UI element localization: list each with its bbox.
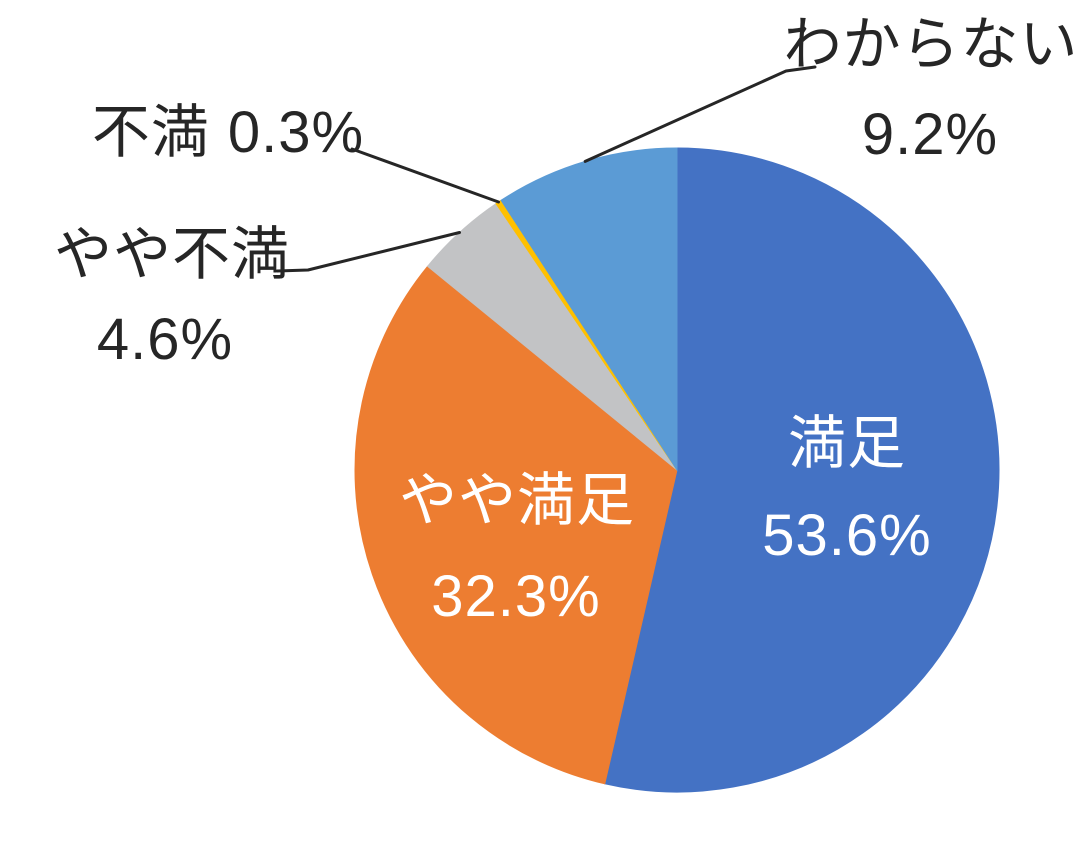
- label-satisfied-percent: 53.6%: [762, 503, 932, 568]
- label-dissatisfied: 不満 0.3%: [92, 104, 364, 162]
- pie-slices-group: [354, 147, 1000, 793]
- label-dontknow-percent: 9.2%: [861, 102, 999, 167]
- label-somewhat-dissatisfied-percent: 4.6%: [96, 307, 234, 372]
- label-somewhat-satisfied-percent: 32.3%: [431, 564, 601, 629]
- label-dissatisfied-name: 不満: [91, 100, 210, 165]
- leader-lines-group: [275, 65, 817, 273]
- label-dontknow-name: わからない: [783, 12, 1079, 77]
- label-dissatisfied-percent: 0.3%: [227, 100, 365, 165]
- leader-line-somewhat-dissatisfied: [275, 231, 461, 273]
- label-somewhat-dissatisfied-name: やや不満: [53, 222, 291, 287]
- leader-line-dontknow: [583, 65, 817, 163]
- leader-line-dissatisfied: [350, 147, 500, 204]
- pie-slice-0: [604, 147, 1000, 793]
- pie-slice-1: [354, 265, 678, 785]
- label-somewhat-satisfied-name: やや満足: [398, 468, 636, 533]
- label-satisfied-name: 満足: [787, 411, 907, 476]
